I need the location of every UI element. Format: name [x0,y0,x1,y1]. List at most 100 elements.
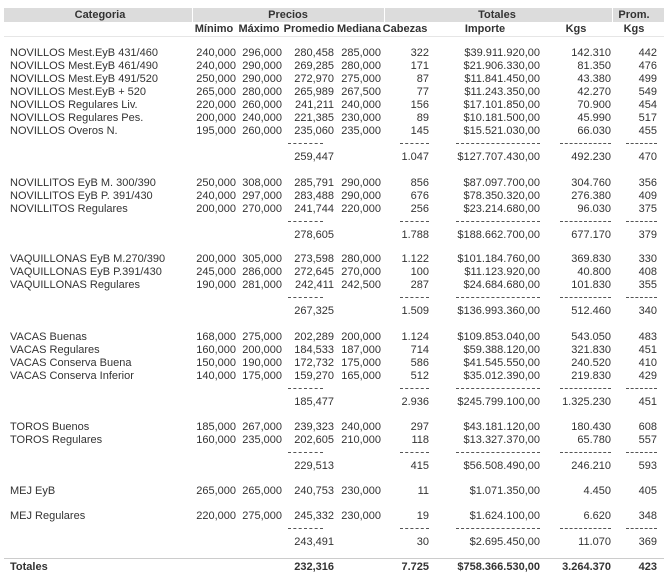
cell: 219.830 [571,370,611,382]
subtotal-cell: 415 [410,460,429,472]
category-name: NOVILLOS Mest.EyB 491/520 [10,73,158,85]
cell: $43.181.120,00 [463,421,540,433]
cell: 305,000 [242,253,282,265]
cell: 557 [638,434,657,446]
subtotal-cell: 593 [638,460,657,472]
header-separator [192,8,193,36]
cell: 202,605 [294,434,334,446]
cell: 265,000 [196,86,236,98]
category-name: NOVILLOS Regulares Pes. [10,112,144,124]
cell: 586 [410,357,429,369]
cell: $21.906.330,00 [463,60,540,72]
subtotal-rule [288,143,323,144]
cell: 348 [638,510,657,522]
cell: 241,211 [295,99,334,111]
cell: 140,000 [196,370,236,382]
subtotal-rule [626,297,657,298]
subtotal-rule [400,221,429,222]
cell: $35.012.390,00 [463,370,540,382]
subtotal-rule [560,528,611,529]
cell: 330 [638,253,657,265]
subtotal-cell: 369 [638,536,657,548]
column-header: Kgs [565,23,587,35]
category-name: VACAS Regulares [10,344,100,356]
cell: 175,000 [242,370,282,382]
subtotal-rule [288,297,323,298]
category-name: TOROS Regulares [10,434,103,446]
cell: 297,000 [242,190,282,202]
cell: 70.900 [577,99,611,111]
cell: 455 [638,125,657,137]
subtotal-cell: 259,447 [294,151,334,163]
cell: $17.101.850,00 [463,99,540,111]
subtotal-rule [456,452,540,453]
subtotal-cell: 470 [638,151,657,163]
cell: 200,000 [242,344,282,356]
cell: 270,000 [242,203,282,215]
cell: 230,000 [341,510,381,522]
cell: 145 [410,125,429,137]
subtotal-cell: 677.170 [571,229,611,241]
total-cell: $758.366.530,00 [457,561,540,573]
cell: 240,000 [196,60,236,72]
cell: 260,000 [242,125,282,137]
cell: 45.990 [577,112,611,124]
cell: $13.327.370,00 [463,434,540,446]
cell: 66.030 [577,125,611,137]
cell: 240.520 [571,357,611,369]
cell: 4.450 [583,485,611,497]
cell: 142.310 [571,47,611,59]
subtotal-rule [400,452,429,453]
cell: 304.760 [571,177,611,189]
cell: 273,598 [294,253,334,265]
cell: 285,791 [294,177,334,189]
cell: $11.243.350,00 [464,86,540,98]
cell: 375 [638,203,657,215]
cell: $15.521.030,00 [463,125,540,137]
cell: 96.030 [577,203,611,215]
header-category: Categoria [74,9,126,21]
cell: $11.123.920,00 [464,266,540,278]
category-name: MEJ EyB [10,485,56,497]
header-prices: Precios [268,9,308,21]
cell: 171 [410,60,429,72]
cell: 287 [410,279,429,291]
column-header: Máximo [238,23,280,35]
cell: $87.097.700,00 [463,177,540,189]
cell: 190,000 [242,357,282,369]
total-label: Totales [10,561,48,573]
subtotal-rule [626,221,657,222]
subtotal-cell: 512.460 [571,305,611,317]
cell: 1.122 [401,253,429,265]
subtotal-rule [288,388,323,389]
cell: 280,000 [341,60,381,72]
subtotal-rule [456,388,540,389]
cell: 517 [638,112,657,124]
cell: 43.380 [577,73,611,85]
header-totals: Totales [478,9,516,21]
cell: $1.624.100,00 [469,510,540,522]
subtotal-rule [400,297,429,298]
cell: $11.841.450,00 [464,73,540,85]
category-name: VAQUILLONAS Regulares [10,279,141,291]
cell: 245,332 [294,510,334,522]
cell: 190,000 [196,279,236,291]
cell: 239,323 [294,421,334,433]
cell: 235,060 [294,125,334,137]
subtotal-cell: 11.070 [578,536,611,548]
cell: 290,000 [242,73,282,85]
subtotal-cell: 30 [416,536,429,548]
cell: 409 [638,190,657,202]
cell: 322 [410,47,429,59]
subtotal-cell: 246.210 [571,460,611,472]
cell: 160,000 [196,434,236,446]
subtotal-cell: 379 [638,229,657,241]
cell: 281,000 [242,279,282,291]
subtotal-rule [456,528,540,529]
category-name: VACAS Buenas [10,331,87,343]
cell: 230,000 [341,485,381,497]
subtotal-cell: 1.509 [401,305,429,317]
cell: $10.181.500,00 [463,112,540,124]
cell: 250,000 [196,73,236,85]
subtotal-cell: 1.325.230 [562,396,611,408]
